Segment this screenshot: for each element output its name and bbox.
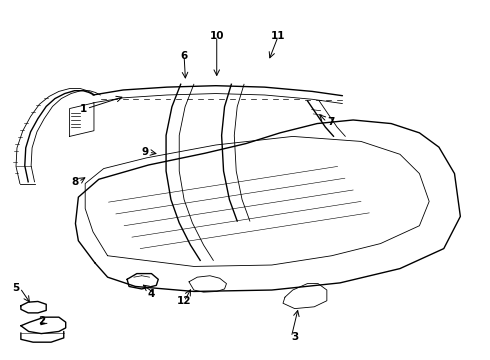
Text: 2: 2 xyxy=(38,316,45,326)
Text: 3: 3 xyxy=(291,332,298,342)
Text: 10: 10 xyxy=(210,31,224,41)
Text: 1: 1 xyxy=(79,104,87,113)
Text: 5: 5 xyxy=(13,283,20,293)
Text: 8: 8 xyxy=(71,177,78,187)
Text: 6: 6 xyxy=(180,51,188,61)
Text: 9: 9 xyxy=(142,147,148,157)
Text: 11: 11 xyxy=(271,31,285,41)
Text: 7: 7 xyxy=(327,117,334,127)
Text: 12: 12 xyxy=(177,296,192,306)
Text: 4: 4 xyxy=(147,289,155,298)
